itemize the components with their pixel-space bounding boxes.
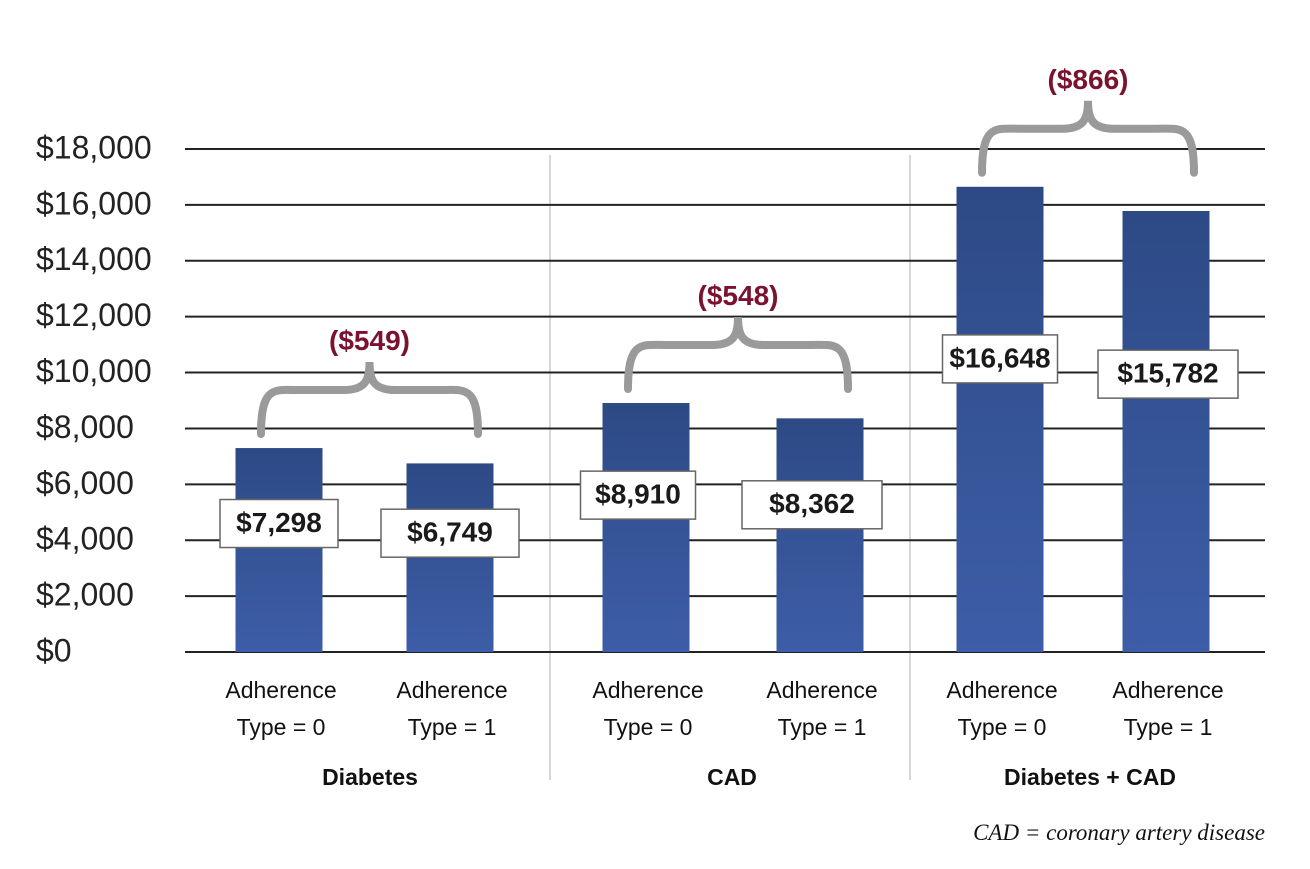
value-label-box	[579, 470, 697, 520]
group-label: Diabetes	[322, 764, 418, 790]
x-tick-label: Type = 0	[237, 714, 326, 740]
y-tick-label: $4,000	[36, 521, 134, 557]
x-tick-label: Type = 0	[604, 714, 693, 740]
y-tick-label: $18,000	[36, 129, 152, 165]
y-tick-label: $0	[36, 632, 72, 668]
y-tick-label: $14,000	[36, 241, 152, 277]
value-label: $8,362	[769, 488, 855, 519]
x-tick-label: Adherence	[1112, 677, 1223, 703]
value-label: $16,648	[949, 342, 1050, 373]
group-label: Diabetes + CAD	[1004, 764, 1176, 790]
bar	[956, 186, 1044, 652]
y-tick-label: $16,000	[36, 185, 152, 221]
value-label-box	[380, 508, 520, 558]
value-label: $7,298	[236, 507, 322, 538]
value-label-box	[741, 480, 883, 530]
difference-bracket	[624, 316, 852, 394]
value-label-box	[1097, 349, 1239, 399]
x-tick-label: Adherence	[946, 677, 1057, 703]
value-label-box	[941, 334, 1059, 384]
difference-label: ($548)	[698, 280, 779, 311]
bar	[1122, 210, 1210, 652]
x-tick-label: Adherence	[766, 677, 877, 703]
x-tick-label: Type = 1	[1124, 714, 1213, 740]
value-label: $15,782	[1117, 358, 1218, 389]
bar	[776, 418, 864, 652]
y-tick-label: $10,000	[36, 353, 152, 389]
x-tick-label: Type = 1	[408, 714, 497, 740]
value-label: $8,910	[595, 479, 681, 510]
difference-label: ($866)	[1048, 64, 1129, 95]
group-label: CAD	[707, 764, 757, 790]
y-tick-label: $6,000	[36, 465, 134, 501]
x-tick-label: Adherence	[225, 677, 336, 703]
x-tick-label: Type = 0	[958, 714, 1047, 740]
bar	[235, 448, 323, 652]
x-tick-label: Adherence	[396, 677, 507, 703]
x-tick-label: Adherence	[592, 677, 703, 703]
bar	[602, 403, 690, 652]
value-label: $6,749	[407, 517, 493, 548]
y-tick-label: $12,000	[36, 297, 152, 333]
footnote: CAD = coronary artery disease	[973, 820, 1265, 845]
value-label-box	[219, 498, 339, 549]
x-tick-label: Type = 1	[778, 714, 867, 740]
difference-label: ($549)	[329, 325, 410, 356]
y-tick-label: $8,000	[36, 409, 134, 445]
y-tick-label: $2,000	[36, 577, 134, 613]
difference-bracket	[978, 100, 1198, 177]
